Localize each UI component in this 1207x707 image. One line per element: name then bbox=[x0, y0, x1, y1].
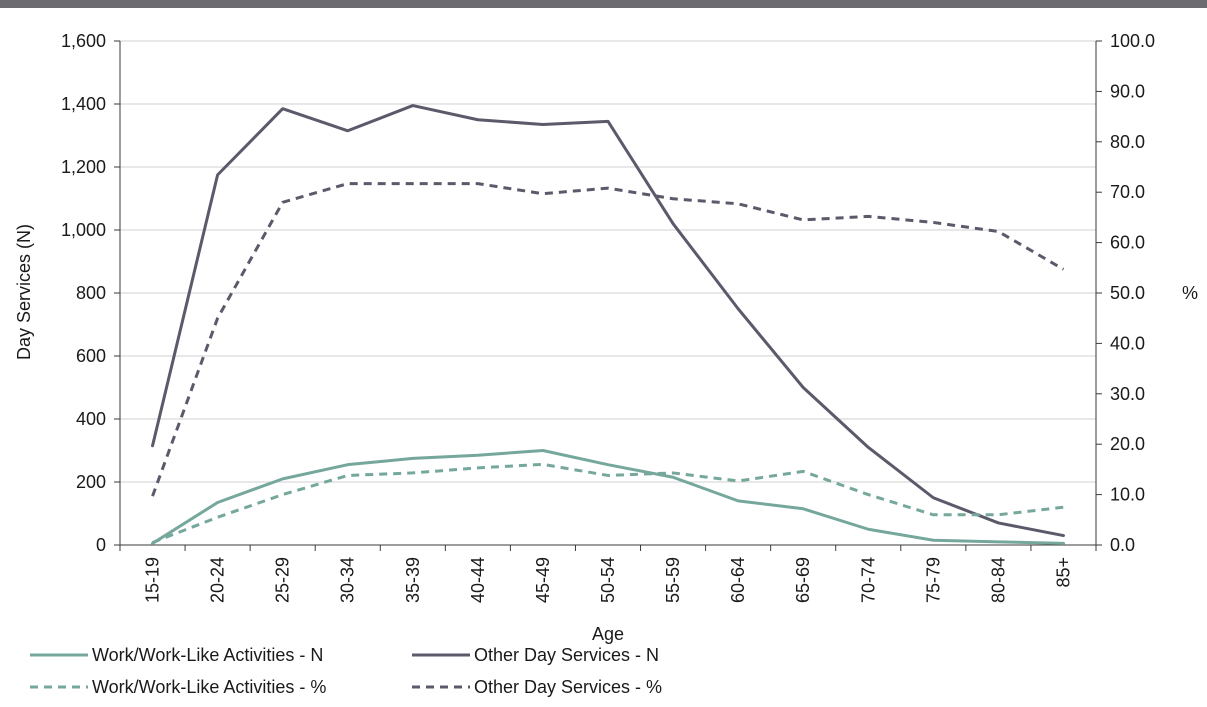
y2-tick-label: 80.0 bbox=[1110, 132, 1145, 152]
x-tick-label: 30-34 bbox=[338, 557, 358, 603]
legend-item: Other Day Services - N bbox=[412, 645, 659, 665]
y2-tick-label: 50.0 bbox=[1110, 283, 1145, 303]
x-axis-title: Age bbox=[592, 624, 624, 644]
series-line-4 bbox=[151, 182, 1065, 497]
y2-tick-label: 60.0 bbox=[1110, 233, 1145, 253]
y-tick-label: 1,400 bbox=[61, 94, 106, 114]
left-axis-tick-labels: 0 200 400 600 800 1,000 1,200 1,400 1,600 bbox=[61, 31, 106, 555]
series-lines bbox=[151, 104, 1065, 545]
right-axis-tick-labels: 0.0 10.0 20.0 30.0 40.0 50.0 60.0 70.0 80.0 90.0 1… bbox=[1110, 31, 1155, 555]
y-tick-label: 0 bbox=[96, 535, 106, 555]
y-tick-label: 600 bbox=[76, 346, 106, 366]
gridlines bbox=[120, 40, 1096, 483]
y2-tick-label: 40.0 bbox=[1110, 333, 1145, 353]
y-tick-label: 800 bbox=[76, 283, 106, 303]
y2-tick-label: 100.0 bbox=[1110, 31, 1155, 51]
y-tick-label: 1,000 bbox=[61, 220, 106, 240]
legend-label: Work/Work-Like Activities - N bbox=[92, 645, 323, 665]
x-tick-label: 70-74 bbox=[858, 557, 878, 603]
legend-item: Work/Work-Like Activities - N bbox=[30, 645, 323, 665]
x-tick-label: 35-39 bbox=[403, 557, 423, 603]
x-tick-label: 15-19 bbox=[143, 557, 163, 603]
x-axis-tick-labels: 15-19 20-24 25-29 30-34 35-39 40-44 45-49 50-54… bbox=[143, 557, 1074, 603]
y-tick-label: 200 bbox=[76, 472, 106, 492]
series-line-3 bbox=[151, 462, 1064, 544]
series-line-2 bbox=[151, 104, 1065, 538]
y-axis-title: Day Services (N) bbox=[14, 224, 34, 360]
x-tick-label: 85+ bbox=[1053, 557, 1073, 588]
y-tick-label: 1,600 bbox=[61, 31, 106, 51]
legend-label: Other Day Services - N bbox=[474, 645, 659, 665]
x-tick-label: 75-79 bbox=[923, 557, 943, 603]
x-tick-label: 55-59 bbox=[663, 557, 683, 603]
x-tick-label: 80-84 bbox=[988, 557, 1008, 603]
y-tick-label: 400 bbox=[76, 409, 106, 429]
y2-tick-label: 70.0 bbox=[1110, 182, 1145, 202]
x-tick-label: 25-29 bbox=[273, 557, 293, 603]
axes bbox=[114, 40, 1102, 551]
y2-tick-label: 10.0 bbox=[1110, 485, 1145, 505]
y2-tick-label: 20.0 bbox=[1110, 434, 1145, 454]
y2-tick-label: 90.0 bbox=[1110, 81, 1145, 101]
x-tick-label: 45-49 bbox=[533, 557, 553, 603]
legend-label: Other Day Services - % bbox=[474, 677, 662, 697]
x-tick-label: 20-24 bbox=[208, 557, 228, 603]
x-tick-label: 65-69 bbox=[793, 557, 813, 603]
x-tick-label: 60-64 bbox=[728, 557, 748, 603]
series-line-1 bbox=[151, 449, 1065, 545]
x-tick-label: 50-54 bbox=[598, 557, 618, 603]
x-tick-label: 40-44 bbox=[468, 557, 488, 603]
legend: Work/Work-Like Activities - N Other Day S… bbox=[30, 645, 662, 697]
y-tick-label: 1,200 bbox=[61, 157, 106, 177]
y2-tick-label: 30.0 bbox=[1110, 384, 1145, 404]
y2-axis-title: % bbox=[1182, 283, 1198, 303]
legend-item: Work/Work-Like Activities - % bbox=[30, 677, 326, 697]
top-accent-bar bbox=[0, 0, 1207, 8]
legend-item: Other Day Services - % bbox=[412, 677, 662, 697]
legend-label: Work/Work-Like Activities - % bbox=[92, 677, 326, 697]
y2-tick-label: 0.0 bbox=[1110, 535, 1135, 555]
